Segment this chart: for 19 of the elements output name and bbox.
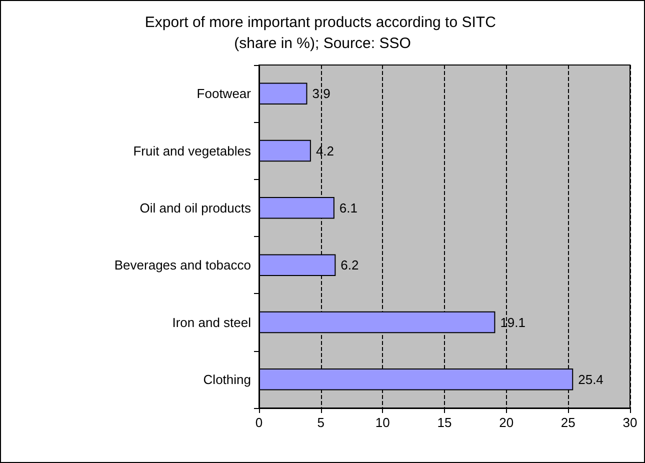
x-tick-label: 10 (375, 415, 390, 430)
x-tick-label: 0 (255, 415, 263, 430)
x-tick-label: 15 (437, 415, 452, 430)
y-tick-label: Fruit and vegetables (133, 143, 252, 158)
y-tick-label: Clothing (203, 372, 251, 387)
data-label: 6.2 (340, 258, 359, 273)
y-tick-label: Beverages and tobacco (114, 258, 251, 273)
chart-title: Export of more important products according to SITC (share in %); Source: SSO (144, 14, 500, 52)
y-tick-label: Footwear (196, 86, 252, 102)
data-label: 25.4 (578, 372, 604, 387)
x-tick-label: 25 (560, 415, 576, 430)
y-tick-label: Oil and oil products (140, 200, 252, 216)
data-label: 3.9 (312, 86, 330, 102)
y-tick-label: Iron and steel (172, 314, 252, 330)
data-label: 19.1 (500, 314, 526, 330)
x-tick-label: 30 (622, 415, 638, 430)
x-tick-label: 20 (499, 415, 514, 430)
x-tick-label: 5 (317, 415, 324, 430)
data-label: 6.1 (339, 200, 358, 216)
